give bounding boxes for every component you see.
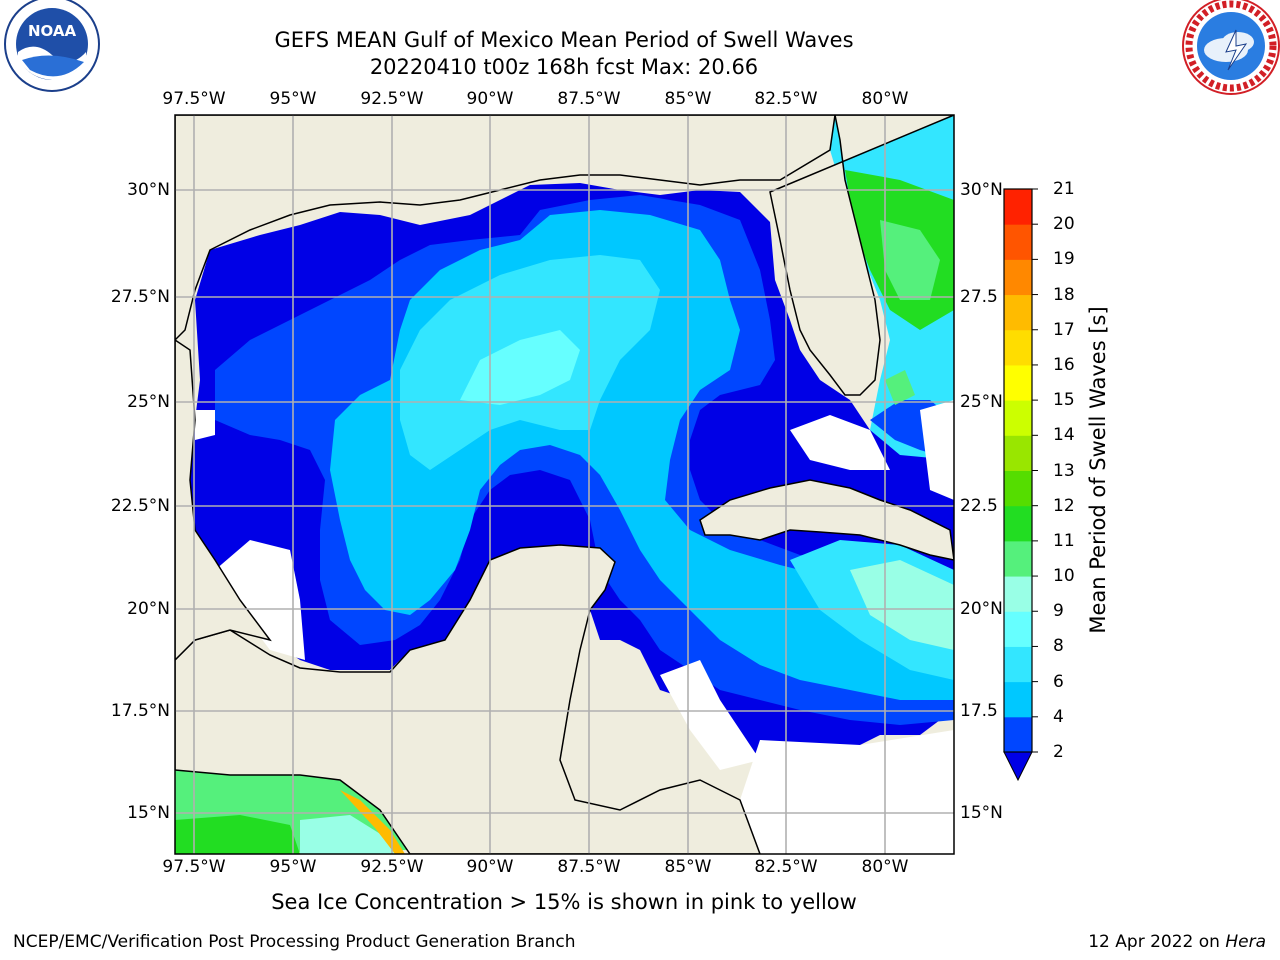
noaa-logo: NOAA bbox=[4, 0, 100, 92]
sea-ice-note: Sea Ice Concentration > 15% is shown in … bbox=[271, 890, 857, 914]
lon-label-top: 82.5°W bbox=[754, 89, 818, 109]
colorbar-tick-label: 19 bbox=[1053, 249, 1075, 270]
colorbar-tick-label: 6 bbox=[1053, 671, 1064, 692]
graticule bbox=[175, 115, 954, 854]
lat-label-left: 27.5°N bbox=[110, 287, 170, 307]
chart-title: GEFS MEAN Gulf of Mexico Mean Period of … bbox=[274, 28, 854, 52]
colorbar-segment bbox=[1004, 364, 1032, 401]
lat-label-right: 25°N bbox=[960, 392, 1003, 412]
colorbar-tick-label: 14 bbox=[1053, 425, 1075, 446]
lon-label-top: 97.5°W bbox=[162, 89, 226, 109]
lon-label-bottom: 90°W bbox=[466, 857, 514, 877]
colorbar-tick-label: 15 bbox=[1053, 390, 1075, 411]
lat-label-left: 20°N bbox=[127, 599, 170, 619]
colorbar bbox=[1003, 188, 1038, 782]
lon-label-bottom: 85°W bbox=[664, 857, 712, 877]
lon-label-top: 90°W bbox=[466, 89, 514, 109]
colorbar-tick-label: 12 bbox=[1053, 495, 1075, 516]
footer-host: Hera bbox=[1225, 932, 1266, 952]
swell-period-field bbox=[190, 183, 954, 760]
lat-label-right: 20°N bbox=[960, 599, 1003, 619]
no-data-patches bbox=[195, 400, 954, 854]
colorbar-tick-label: 20 bbox=[1053, 214, 1075, 235]
lat-label-right: 22.5 bbox=[960, 496, 998, 516]
lon-label-bottom: 87.5°W bbox=[557, 857, 621, 877]
lat-label-left: 22.5°N bbox=[110, 496, 170, 516]
colorbar-segment bbox=[1004, 576, 1032, 612]
colorbar-tick-label: 18 bbox=[1053, 284, 1075, 305]
colorbar-segment bbox=[1004, 716, 1032, 753]
colorbar-segment bbox=[1004, 189, 1032, 225]
colorbar-tick-label: 13 bbox=[1053, 460, 1075, 481]
colorbar-segment bbox=[1004, 646, 1032, 683]
colorbar-segment bbox=[1004, 505, 1032, 542]
land-masses bbox=[175, 115, 954, 854]
footer-date: 12 Apr 2022 on Hera bbox=[1088, 932, 1266, 952]
colorbar-tick-label: 10 bbox=[1053, 566, 1075, 587]
lon-label-bottom: 80°W bbox=[861, 857, 909, 877]
colorbar-segment bbox=[1004, 470, 1032, 507]
lon-label-top: 92.5°W bbox=[360, 89, 424, 109]
footer-date-text: 12 Apr 2022 on bbox=[1088, 932, 1226, 952]
chart-subtitle: 20220410 t00z 168h fcst Max: 20.66 bbox=[369, 55, 759, 79]
lon-label-top: 85°W bbox=[664, 89, 712, 109]
colorbar-title: Mean Period of Swell Waves [s] bbox=[1086, 306, 1110, 634]
lon-label-bottom: 95°W bbox=[269, 857, 317, 877]
colorbar-segment bbox=[1004, 540, 1032, 577]
colorbar-segment bbox=[1004, 435, 1032, 471]
lon-label-top: 95°W bbox=[269, 89, 317, 109]
colorbar-tick-label: 11 bbox=[1053, 530, 1075, 551]
colorbar-segment bbox=[1004, 224, 1032, 260]
colorbar-tick-label: 16 bbox=[1053, 354, 1075, 375]
lat-label-right: 30°N bbox=[960, 180, 1003, 200]
colorbar-tick-label: 4 bbox=[1053, 706, 1064, 727]
colorbar-tick-label: 2 bbox=[1053, 742, 1064, 762]
colorbar-tick-label: 17 bbox=[1053, 319, 1075, 340]
lat-label-left: 30°N bbox=[127, 180, 170, 200]
lat-label-right: 27.5 bbox=[960, 287, 998, 307]
lat-label-left: 15°N bbox=[127, 803, 170, 823]
colorbar-segment bbox=[1004, 400, 1032, 436]
colorbar-segment bbox=[1004, 329, 1032, 366]
colorbar-segment bbox=[1004, 259, 1032, 296]
lat-label-right: 17.5 bbox=[960, 701, 998, 721]
colorbar-tick-label: 8 bbox=[1053, 636, 1064, 657]
lon-label-top: 80°W bbox=[861, 89, 909, 109]
colorbar-segment bbox=[1004, 681, 1032, 718]
lon-label-bottom: 92.5°W bbox=[360, 857, 424, 877]
colorbar-tick-label: 9 bbox=[1053, 601, 1064, 622]
lat-label-left: 17.5°N bbox=[110, 701, 170, 721]
colorbar-extend-arrow bbox=[1003, 751, 1033, 782]
colorbar-segment bbox=[1004, 294, 1032, 331]
footer-credit: NCEP/EMC/Verification Post Processing Pr… bbox=[13, 932, 576, 952]
lon-label-bottom: 82.5°W bbox=[754, 857, 818, 877]
map-frame bbox=[174, 114, 955, 855]
nws-logo bbox=[1182, 0, 1280, 95]
lon-label-bottom: 97.5°W bbox=[162, 857, 226, 877]
colorbar-segment bbox=[1004, 611, 1032, 647]
svg-text:NOAA: NOAA bbox=[28, 22, 77, 40]
atlantic-field bbox=[830, 115, 954, 460]
map-area bbox=[175, 115, 954, 854]
colorbar-tick-label: 21 bbox=[1053, 179, 1075, 199]
lat-label-right: 15°N bbox=[960, 803, 1003, 823]
lon-label-top: 87.5°W bbox=[557, 89, 621, 109]
lat-label-left: 25°N bbox=[127, 392, 170, 412]
